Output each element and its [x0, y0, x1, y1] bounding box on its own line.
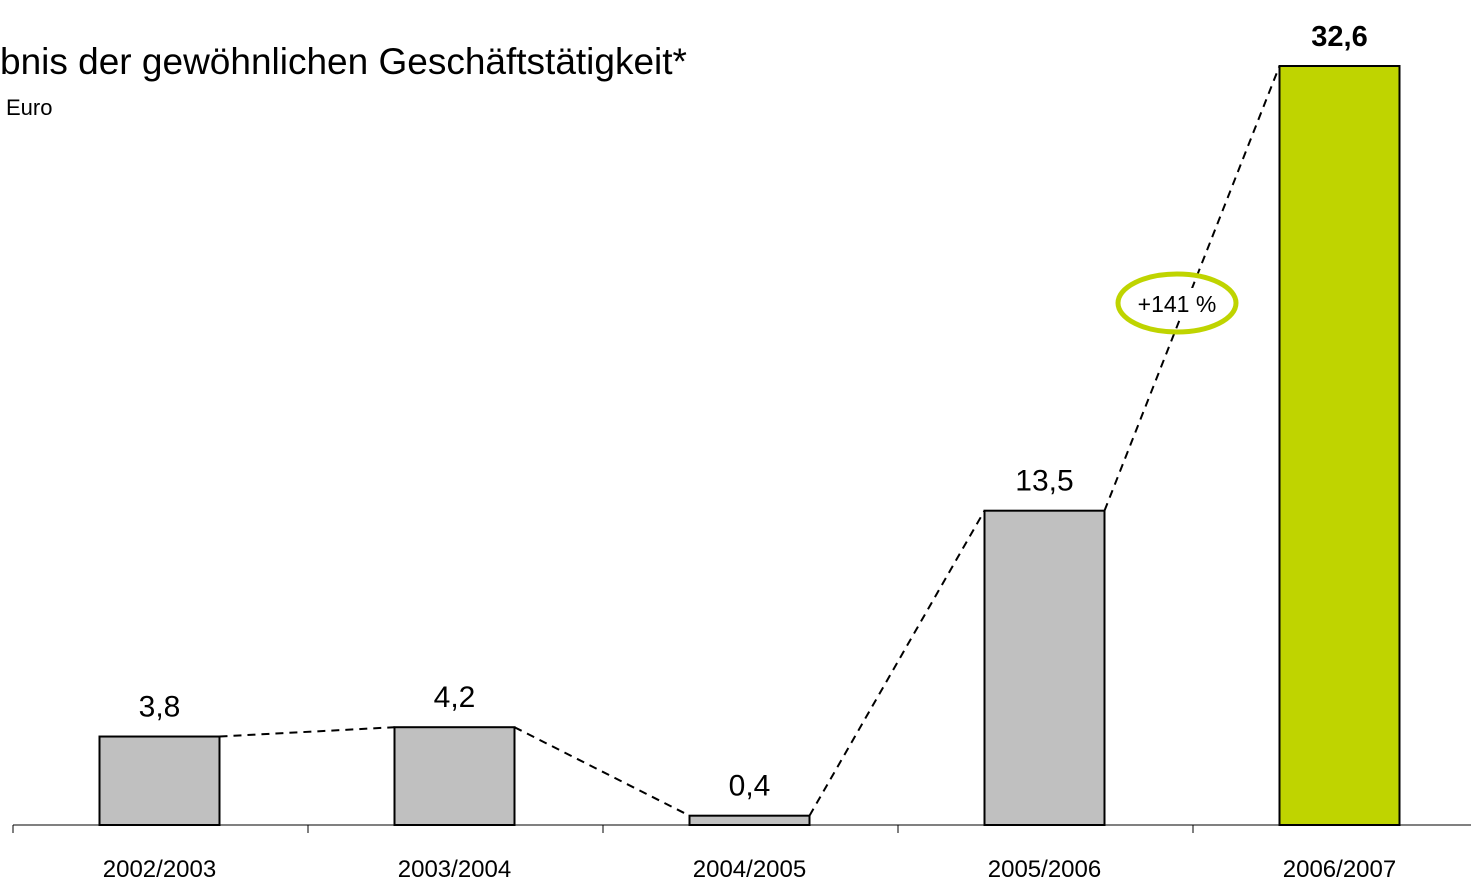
- chart-subtitle: Euro: [6, 95, 52, 120]
- annotation-ellipse: [1115, 271, 1239, 335]
- value-label: 13,5: [1015, 465, 1073, 498]
- bar: [393, 726, 516, 826]
- value-label: 32,6: [1311, 21, 1367, 53]
- connector: [514, 726, 690, 817]
- x-tick-label: 2004/2005: [693, 856, 806, 883]
- value-label: 0,4: [729, 770, 771, 803]
- connector: [219, 726, 395, 738]
- bar: [1278, 65, 1401, 826]
- x-tick-label: 2006/2007: [1283, 856, 1396, 883]
- bar: [983, 509, 1106, 826]
- bar: [98, 735, 221, 826]
- annotation: +141 %: [1138, 291, 1217, 317]
- annotation-bg: [1135, 288, 1219, 318]
- value-label: 4,2: [434, 681, 476, 714]
- connector: [808, 510, 986, 817]
- value-label: 3,8: [139, 691, 181, 724]
- chart-title: bnis der gewöhnlichen Geschäftstätigkeit…: [0, 41, 687, 82]
- x-tick-label: 2003/2004: [398, 856, 511, 883]
- x-tick-label: 2005/2006: [988, 856, 1101, 883]
- x-tick-label: 2002/2003: [103, 856, 216, 883]
- bar: [688, 814, 811, 827]
